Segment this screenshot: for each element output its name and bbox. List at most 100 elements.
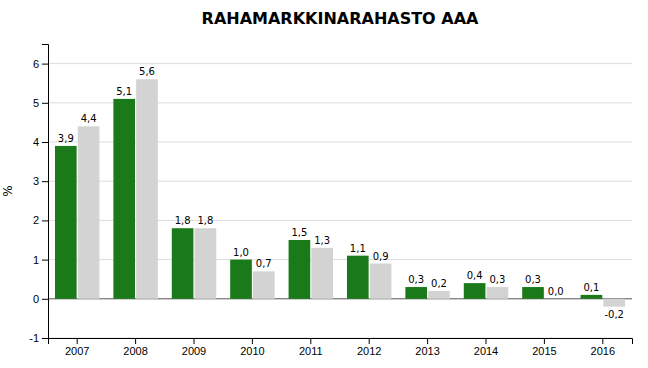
bar <box>55 146 77 299</box>
tick: 5 <box>33 97 48 109</box>
bar <box>311 248 333 299</box>
tick-label: 0 <box>33 293 39 305</box>
data-label: 1,5 <box>291 227 307 238</box>
axis-line <box>49 339 633 345</box>
data-labels: 3,95,11,81,01,51,10,30,40,30,14,45,61,80… <box>58 66 624 319</box>
data-label: 1,8 <box>175 215 191 226</box>
tick-label: 2008 <box>123 345 147 357</box>
tick-mark <box>602 338 603 344</box>
data-label: 0,3 <box>408 274 424 285</box>
tick-label: 2014 <box>474 345 498 357</box>
grid <box>48 64 632 338</box>
tick: 2012 <box>357 338 381 357</box>
data-label: 0,1 <box>583 282 599 293</box>
bar <box>195 228 217 299</box>
grid-line <box>48 220 632 221</box>
tick-mark <box>42 220 48 221</box>
grid-line <box>48 142 632 143</box>
data-label: 3,9 <box>58 133 74 144</box>
bar <box>405 287 427 299</box>
tick-label: 3 <box>33 175 39 187</box>
tick: -1 <box>29 332 48 344</box>
tick-label: 2010 <box>240 345 264 357</box>
bar <box>289 240 311 299</box>
data-label: 0,3 <box>525 274 541 285</box>
data-label: 0,0 <box>548 286 564 297</box>
tick-mark <box>427 338 428 344</box>
tick-mark <box>135 338 136 344</box>
bar <box>113 99 135 299</box>
tick: 3 <box>33 175 48 187</box>
tick: 2010 <box>240 338 264 357</box>
tick-label: -1 <box>29 332 39 344</box>
tick-label: 2015 <box>532 345 556 357</box>
bar <box>581 295 603 299</box>
data-label: 0,7 <box>256 258 272 269</box>
bar <box>464 283 486 299</box>
tick-label: 2009 <box>182 345 206 357</box>
tick-mark <box>42 299 48 300</box>
data-label: 1,3 <box>314 235 330 246</box>
tick: 2015 <box>532 338 556 357</box>
bar <box>522 287 544 299</box>
bar <box>370 264 392 299</box>
bar <box>487 287 509 299</box>
tick: 2009 <box>182 338 206 357</box>
grid-line <box>48 102 632 103</box>
y-axis: -1 0 1 2 3 4 5 6 <box>29 45 48 345</box>
data-label: 5,1 <box>116 86 132 97</box>
tick-mark <box>42 103 48 104</box>
bar <box>347 256 369 299</box>
bar <box>230 260 252 299</box>
tick: 2016 <box>591 338 615 357</box>
tick-label: 5 <box>33 97 39 109</box>
bars <box>55 79 625 306</box>
tick: 1 <box>33 254 48 266</box>
bar <box>136 79 158 299</box>
tick: 2008 <box>123 338 147 357</box>
title: RAHAMARKKINARAHASTO AAA <box>202 9 479 28</box>
chart: -1 0 1 2 3 4 5 6 2007 2008 2009 2010 2011 2012 2013 201… <box>0 0 648 368</box>
plot: -1 0 1 2 3 4 5 6 2007 2008 2009 2010 2011 2012 2013 201… <box>29 45 632 357</box>
bar <box>172 228 194 299</box>
axis-line <box>42 45 49 339</box>
tick: 2 <box>33 214 48 226</box>
y-axis-title: % <box>1 185 15 196</box>
tick-mark <box>42 142 48 143</box>
tick-mark <box>310 338 311 344</box>
tick-label: 2007 <box>65 345 89 357</box>
tick: 6 <box>33 58 48 70</box>
tick-label: 4 <box>33 136 39 148</box>
tick-mark <box>77 338 78 344</box>
tick-mark <box>42 260 48 261</box>
tick-label: 1 <box>33 254 39 266</box>
data-label: 1,8 <box>197 215 213 226</box>
tick-label: 2016 <box>591 345 615 357</box>
grid-line <box>48 259 632 260</box>
tick: 2013 <box>415 338 439 357</box>
tick-label: 6 <box>33 58 39 70</box>
tick-label: 2 <box>33 214 39 226</box>
tick-label: 2012 <box>357 345 381 357</box>
data-label: 0,3 <box>489 274 505 285</box>
tick-mark <box>486 338 487 344</box>
data-label: 0,4 <box>467 270 483 281</box>
bar <box>253 271 275 298</box>
tick-label: 2011 <box>299 345 323 357</box>
tick-mark <box>42 338 48 339</box>
data-label: 4,4 <box>81 113 97 124</box>
bar <box>545 298 567 299</box>
bar <box>603 299 625 307</box>
tick-mark <box>369 338 370 344</box>
tick-mark <box>252 338 253 344</box>
tick-label: 2013 <box>415 345 439 357</box>
tick: 0 <box>33 293 48 305</box>
tick: 2014 <box>474 338 498 357</box>
tick-mark <box>42 64 48 65</box>
bar <box>78 126 100 298</box>
data-label: 1,1 <box>350 243 366 254</box>
tick-mark <box>544 338 545 344</box>
tick: 4 <box>33 136 48 148</box>
data-label: 0,2 <box>431 278 447 289</box>
tick: 2011 <box>299 338 323 357</box>
